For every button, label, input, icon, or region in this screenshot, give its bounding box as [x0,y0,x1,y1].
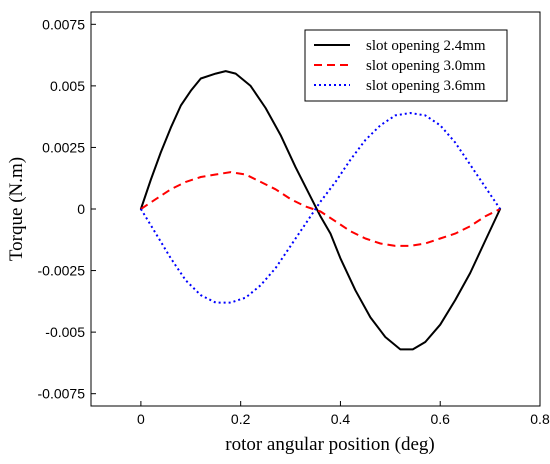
legend-label-2: slot opening 3.0mm [366,58,486,74]
series-lines [139,70,502,351]
x-tick-label: 0.2 [231,411,251,427]
y-tick-label: -0.005 [45,324,85,340]
series-line-2 [140,171,501,247]
y-axis-ticks: 0.0075 0.005 0.0025 0 -0.0025 -0.005 -0.0075 [38,16,96,402]
x-tick-label: 0.6 [430,411,450,427]
y-tick-label: 0 [77,201,85,217]
x-tick-label: 0.8 [530,411,550,427]
legend-label-1: slot opening 2.4mm [366,38,486,54]
y-tick-label: -0.0025 [38,263,86,279]
x-tick-label: 0.4 [331,411,351,427]
x-axis-title: rotor angular position (deg) [225,434,434,455]
x-tick-label: 0 [137,411,145,427]
y-tick-label: 0.0025 [42,139,85,155]
legend: slot opening 2.4mm slot opening 3.0mm slot… [304,29,508,102]
legend-label-3: slot opening 3.6mm [366,78,486,94]
series-line-3 [140,112,501,304]
series-line-1 [139,70,502,351]
y-tick-label: 0.005 [50,78,85,94]
y-tick-label: 0.0075 [42,16,85,32]
y-tick-label: -0.0075 [38,386,86,402]
y-axis-title: Torque (N.m) [6,157,27,261]
x-axis-ticks: 0 0.2 0.4 0.6 0.8 [137,401,550,427]
legend-box [304,29,508,102]
